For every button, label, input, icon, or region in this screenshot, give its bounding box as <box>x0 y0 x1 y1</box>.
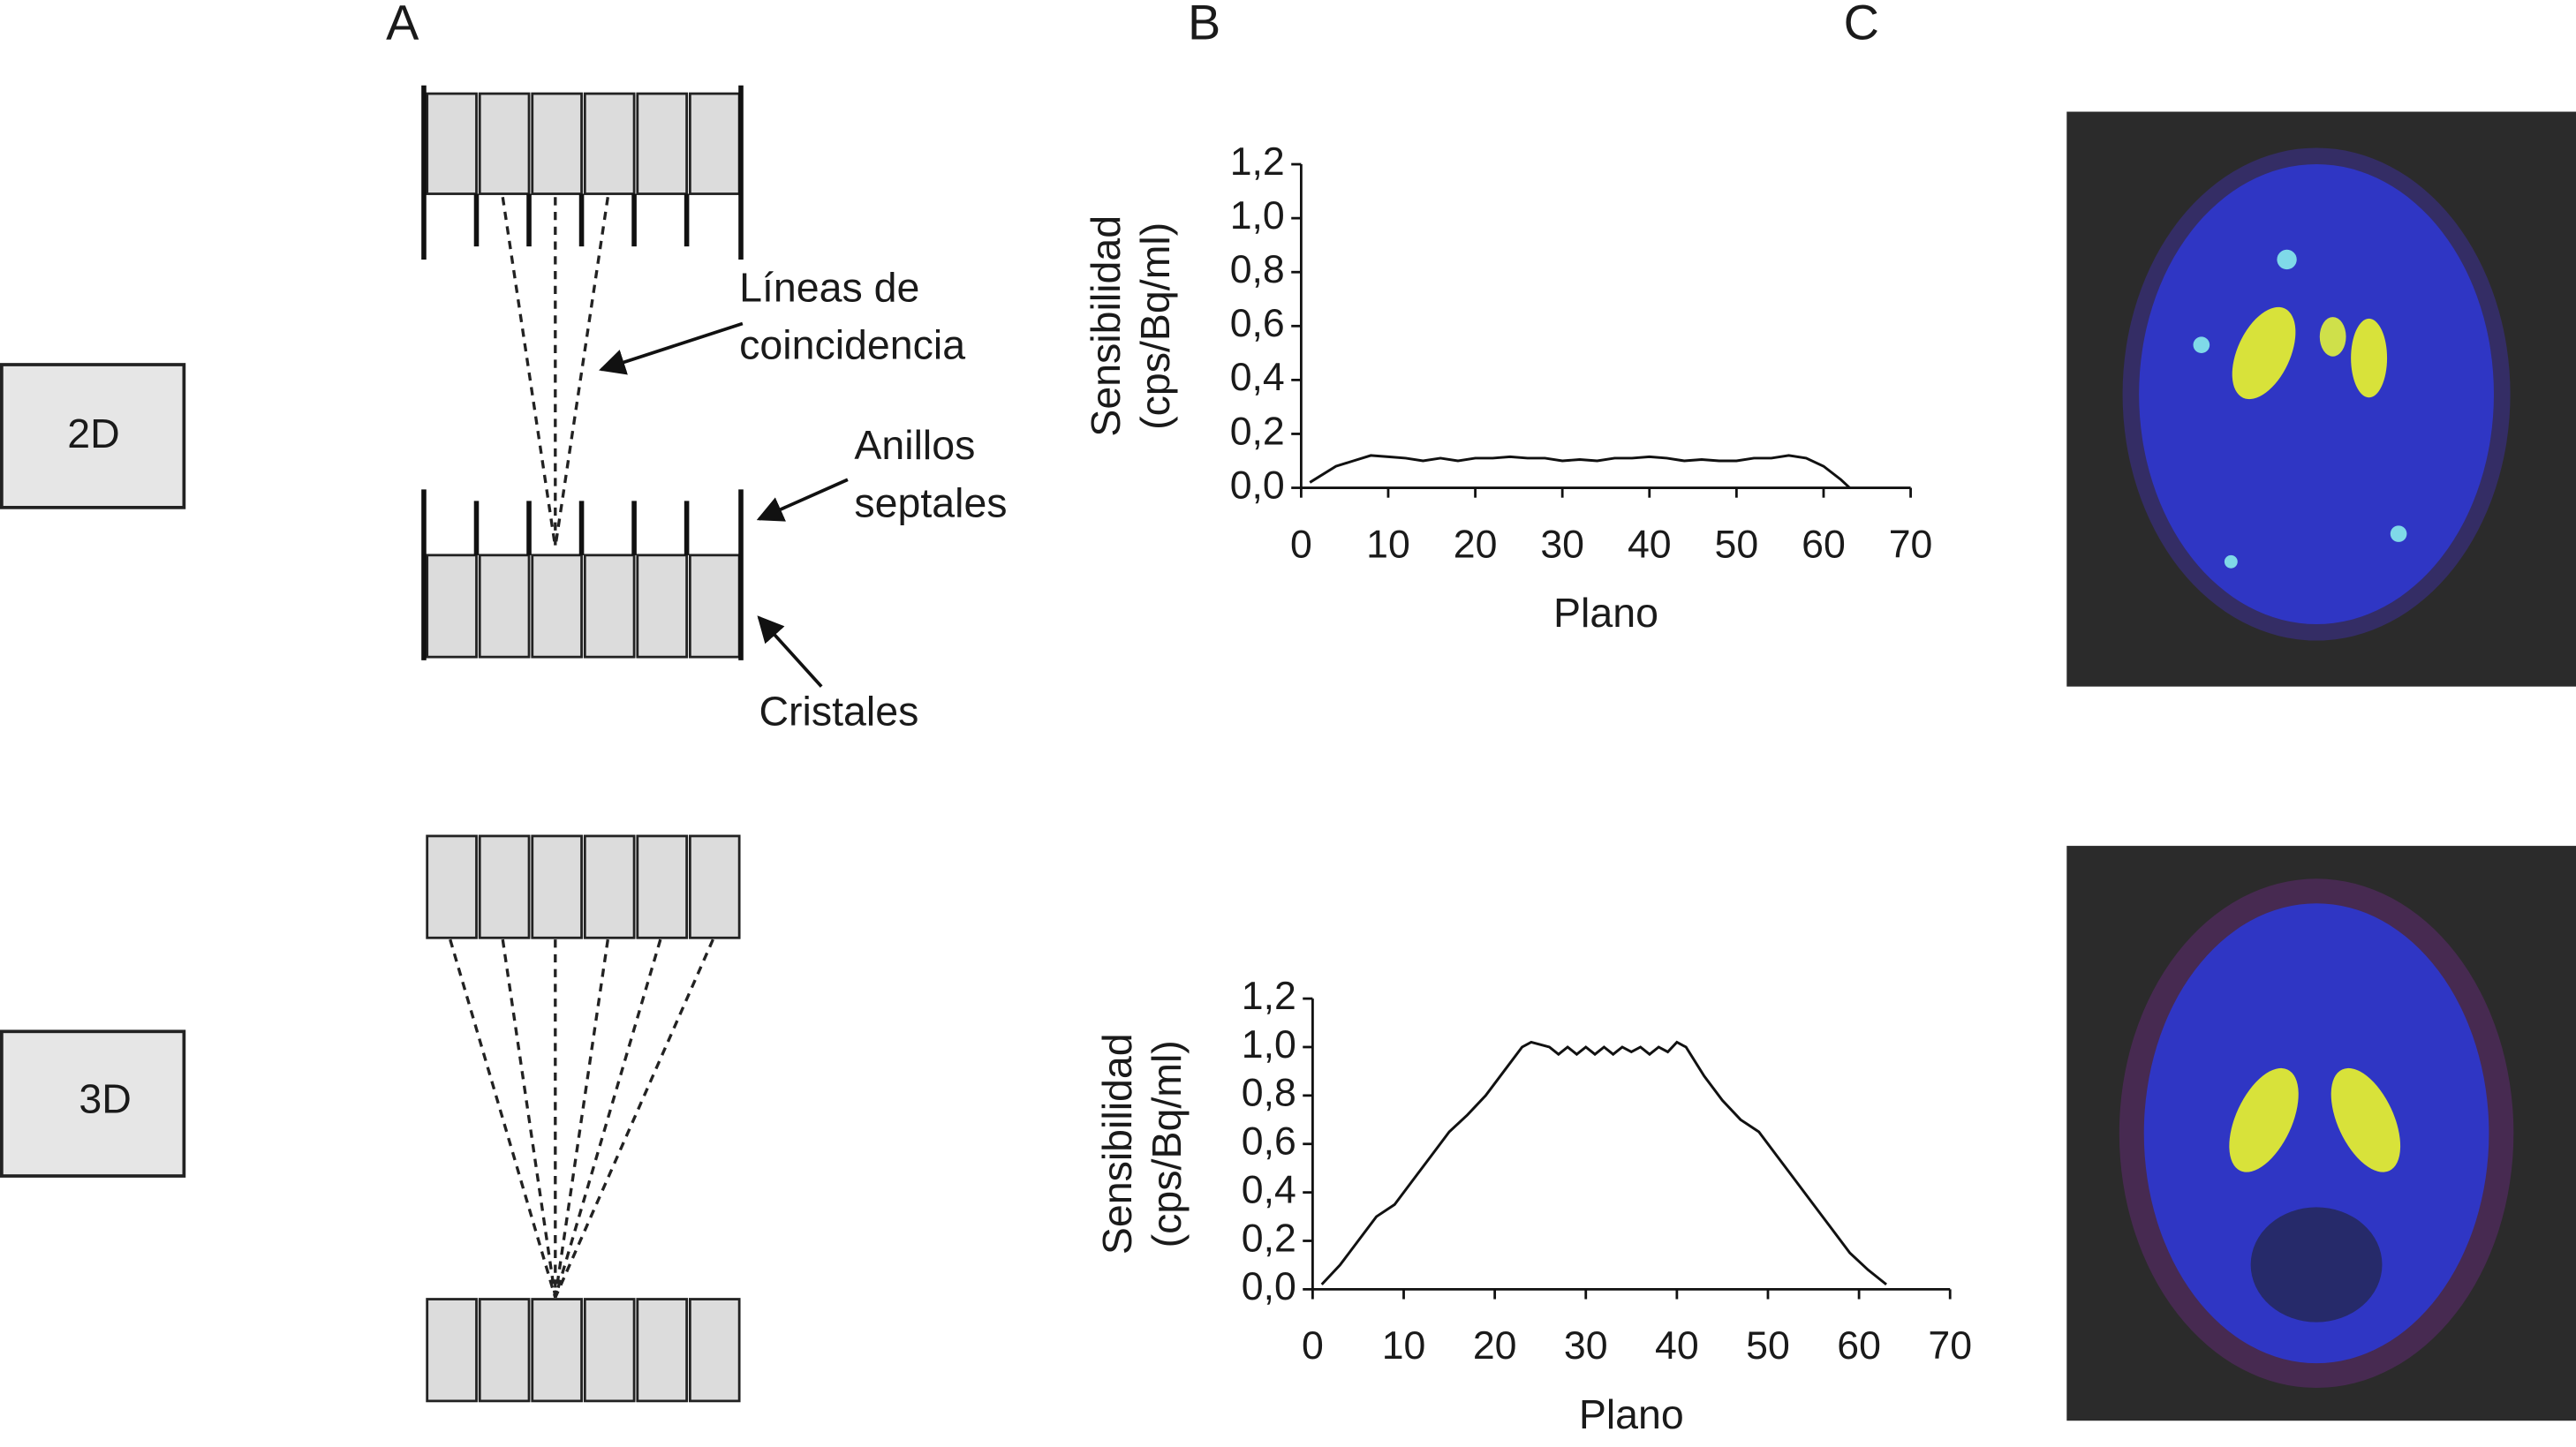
mode-label: 3D <box>79 1076 131 1122</box>
y-tick-label: 1,2 <box>1230 140 1285 184</box>
x-tick-label: 10 <box>1382 1324 1426 1368</box>
mode-box <box>0 363 186 509</box>
crystal <box>531 834 583 939</box>
crystal <box>636 554 689 659</box>
y-tick-label: 0,6 <box>1230 302 1285 345</box>
arrow <box>756 478 849 522</box>
annotation: septales <box>854 479 1007 525</box>
coincidence-line <box>449 938 557 1299</box>
panel-label: A <box>386 0 419 50</box>
y-tick-label: 1,0 <box>1242 1023 1296 1066</box>
y-tick-label: 1,2 <box>1242 975 1296 1018</box>
mode-2d: 2D <box>0 363 186 509</box>
crystal <box>636 92 689 195</box>
crystal <box>636 834 689 939</box>
x-tick-label: 40 <box>1628 523 1672 566</box>
coincidence-line <box>501 197 557 547</box>
x-tick-label: 50 <box>1746 1324 1790 1368</box>
y-axis-label: (cps/Bq/ml) <box>1144 1040 1190 1247</box>
x-tick-label: 70 <box>1928 1324 1972 1368</box>
annotation: coincidencia <box>739 322 965 368</box>
crystal <box>426 834 478 939</box>
mode-box <box>0 1029 186 1178</box>
coincidence-line <box>554 197 609 547</box>
y-axis-label: (cps/Bq/ml) <box>1132 222 1178 430</box>
coincidence-line <box>554 938 609 1298</box>
mode-3d: 3D <box>0 1029 186 1178</box>
crystal <box>583 834 636 939</box>
x-tick-label: 50 <box>1715 523 1759 566</box>
x-tick-label: 10 <box>1366 523 1410 566</box>
x-tick-label: 60 <box>1837 1324 1881 1368</box>
y-tick-label: 0,8 <box>1242 1072 1296 1115</box>
y-tick-label: 0,4 <box>1242 1168 1296 1211</box>
crystal <box>478 92 531 195</box>
crystal <box>688 834 741 939</box>
y-tick-label: 0,2 <box>1242 1217 1296 1260</box>
mode-label: 2D <box>67 411 119 456</box>
x-tick-label: 20 <box>1454 523 1498 566</box>
crystal <box>478 554 531 659</box>
y-tick-label: 0,0 <box>1242 1265 1296 1308</box>
crystal <box>583 1298 636 1403</box>
y-axis-label: Sensibilidad <box>1094 1033 1140 1255</box>
arrow <box>757 615 823 688</box>
y-tick-label: 0,6 <box>1242 1120 1296 1164</box>
y-tick-label: 0,4 <box>1230 356 1285 399</box>
y-tick-label: 0,2 <box>1230 410 1285 453</box>
y-axis-label: Sensibilidad <box>1083 215 1129 437</box>
pet-image <box>2066 111 2576 687</box>
x-tick-label: 0 <box>1290 523 1312 566</box>
x-tick-label: 20 <box>1473 1324 1517 1368</box>
x-tick-label: 40 <box>1655 1324 1699 1368</box>
annotation: Anillos <box>854 422 975 468</box>
y-tick-label: 0,8 <box>1230 248 1285 291</box>
sensitivity-line <box>1320 1040 1887 1286</box>
annotation: Cristales <box>759 689 918 735</box>
crystal <box>688 554 741 659</box>
panel-label: C <box>1844 0 1879 50</box>
crystal <box>688 92 741 195</box>
x-axis-label: Plano <box>1579 1391 1684 1437</box>
arrow <box>599 321 744 375</box>
crystal <box>531 1298 583 1403</box>
crystal <box>688 1298 741 1403</box>
annotation: Líneas de <box>739 265 919 311</box>
crystal <box>426 554 478 659</box>
coincidence-line <box>554 938 714 1299</box>
crystal <box>583 92 636 195</box>
crystal <box>426 1298 478 1403</box>
x-tick-label: 0 <box>1302 1324 1324 1368</box>
crystal <box>583 554 636 659</box>
x-axis-label: Plano <box>1553 590 1658 636</box>
crystal <box>426 92 478 195</box>
sensitivity-line <box>1309 454 1851 489</box>
x-tick-label: 70 <box>1889 523 1933 566</box>
x-tick-label: 30 <box>1564 1324 1608 1368</box>
crystal <box>531 554 583 659</box>
crystal <box>478 1298 531 1403</box>
coincidence-line <box>554 938 662 1299</box>
coincidence-line <box>501 938 557 1298</box>
y-tick-label: 1,0 <box>1230 194 1285 237</box>
crystal <box>478 834 531 939</box>
x-tick-label: 30 <box>1540 523 1584 566</box>
detector-diagram <box>421 85 744 1403</box>
crystal <box>636 1298 689 1403</box>
x-tick-label: 60 <box>1802 523 1846 566</box>
y-tick-label: 0,0 <box>1230 463 1285 507</box>
pet-image <box>2066 846 2576 1421</box>
panel-label: B <box>1188 0 1220 50</box>
crystal <box>531 92 583 195</box>
